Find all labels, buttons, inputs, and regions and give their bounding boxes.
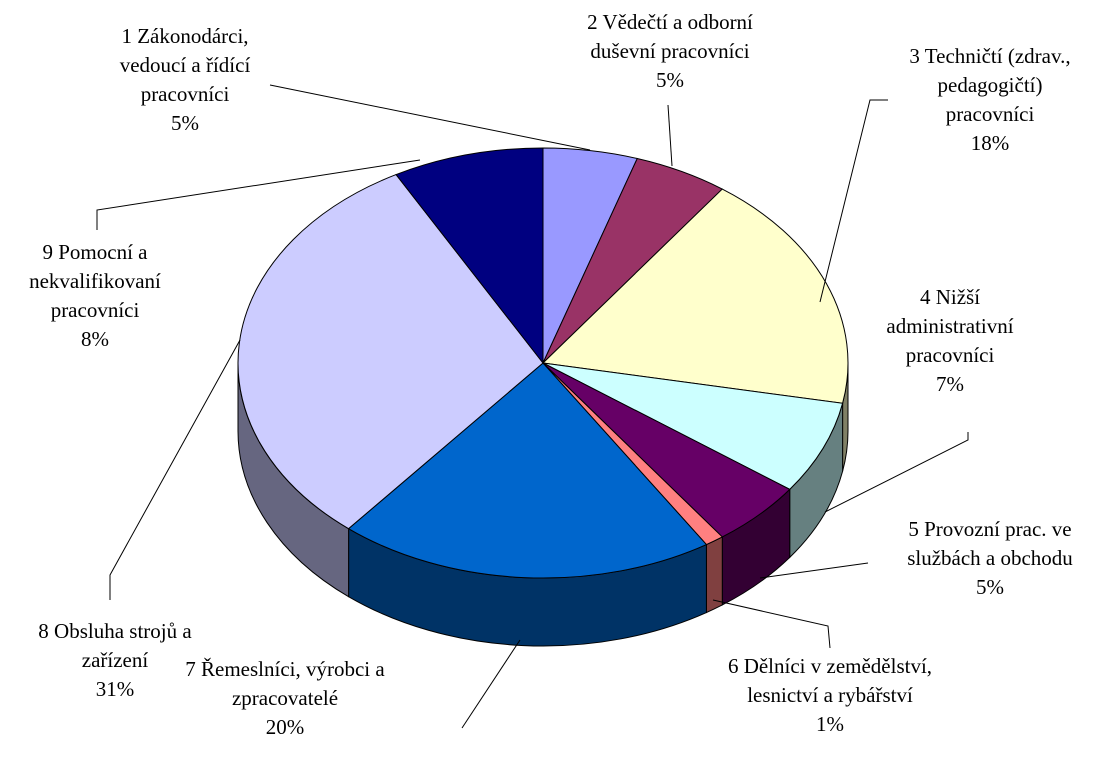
slice — [542, 362, 844, 490]
slice-label: 4 Nižší administrativní pracovníci 7% — [873, 283, 1028, 399]
leader-line — [109, 339, 241, 600]
category-name: 5 Provozní prac. ve službách a obchodu — [907, 517, 1073, 570]
category-name: 3 Techničtí (zdrav., pedagogičtí) pracov… — [909, 44, 1071, 126]
value-label: 8% — [81, 327, 109, 351]
value-label: 31% — [95, 677, 135, 701]
category-name: 8 Obsluha strojů a zařízení — [38, 619, 192, 672]
slice-label: 7 Řemeslníci, výrobci a zpracovatelé 20% — [175, 655, 395, 742]
slice — [237, 173, 544, 530]
leader-line — [667, 104, 673, 167]
value-label: 7% — [936, 372, 964, 396]
slice — [395, 147, 544, 365]
slice — [347, 362, 708, 579]
leader-line — [461, 639, 521, 729]
slice — [541, 188, 849, 404]
slice-label: 9 Pomocní a nekvalifikovaní pracovníci 8% — [15, 238, 175, 354]
category-name: 1 Zákonodárci, vedoucí a řídící pracovní… — [119, 24, 251, 106]
category-name: 2 Vědečtí a odborní duševní pracovníci — [587, 10, 753, 63]
leader-line — [96, 159, 421, 230]
leader-line — [819, 99, 888, 303]
leader-line — [759, 562, 869, 579]
value-label: 5% — [976, 575, 1004, 599]
value-label: 18% — [970, 131, 1010, 155]
value-label: 20% — [265, 715, 305, 739]
category-name: 7 Řemeslníci, výrobci a zpracovatelé — [185, 657, 385, 710]
slice-label: 5 Provozní prac. ve službách a obchodu 5% — [890, 515, 1090, 602]
value-label: 5% — [171, 111, 199, 135]
slice-label: 2 Vědečtí a odborní duševní pracovníci 5% — [570, 8, 770, 95]
category-name: 6 Dělníci v zemědělství, lesnictví a ryb… — [727, 654, 933, 707]
leader-line — [269, 84, 591, 151]
value-label: 1% — [816, 712, 844, 736]
slice-label: 1 Zákonodárci, vedoucí a řídící pracovní… — [98, 22, 273, 138]
leader-line — [824, 432, 969, 513]
value-label: 5% — [656, 68, 684, 92]
slice-label: 6 Dělníci v zemědělství, lesnictví a ryb… — [725, 652, 935, 739]
category-name: 9 Pomocní a nekvalifikovaní pracovníci — [29, 240, 161, 322]
leader-line — [712, 599, 831, 649]
slice-label: 3 Techničtí (zdrav., pedagogičtí) pracov… — [893, 42, 1088, 158]
slice-label: 8 Obsluha strojů a zařízení 31% — [18, 617, 213, 704]
category-name: 4 Nižší administrativní pracovníci — [886, 285, 1014, 367]
